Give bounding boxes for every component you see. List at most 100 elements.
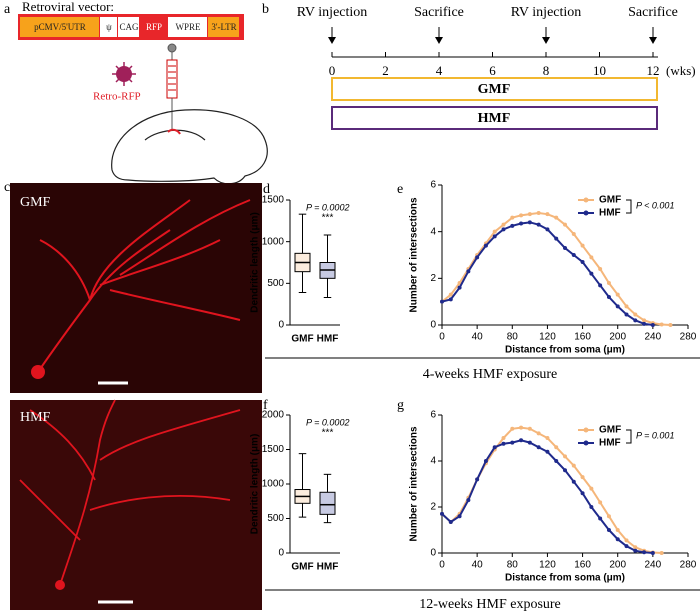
point (571, 253, 576, 257)
point (536, 431, 541, 436)
x-tick-label: 120 (539, 332, 556, 343)
syringe (166, 43, 178, 130)
point (580, 491, 585, 496)
point (615, 292, 620, 297)
exposure-caption: 12-weeks HMF exposure (419, 597, 561, 612)
point (466, 269, 471, 274)
point (598, 283, 603, 288)
point (536, 222, 541, 227)
point (606, 295, 611, 299)
vector-title: Retroviral vector: (22, 0, 114, 14)
legend-label: GMF (599, 425, 621, 436)
arrow-head (649, 37, 657, 44)
x-tick-label: 120 (539, 560, 556, 571)
y-tick-label: 0 (278, 548, 284, 559)
segment-label: ψ (106, 22, 112, 32)
point (475, 255, 480, 260)
y-tick-label: 0 (430, 320, 436, 331)
point (589, 271, 594, 276)
point (527, 440, 532, 445)
point (483, 459, 488, 463)
point (545, 449, 550, 454)
image-label: GMF (20, 195, 51, 210)
y-axis-label: Dendritic length (μm) (250, 212, 261, 313)
x-axis-label: Distance from soma (μm) (505, 345, 625, 356)
x-axis-label: Distance from soma (μm) (505, 573, 625, 584)
x-tick-label: 40 (472, 332, 484, 343)
point (510, 440, 515, 445)
point (527, 220, 532, 225)
tick-label: 12 (647, 63, 660, 78)
segment-label: pCMV/5'UTR (34, 22, 86, 32)
p-value: P < 0.001 (636, 200, 674, 210)
tick-label: 8 (543, 63, 550, 78)
point (633, 312, 638, 317)
vector-segment (100, 17, 117, 37)
point (440, 299, 444, 304)
panel-label: f (263, 398, 268, 413)
point (642, 318, 647, 323)
point (633, 548, 638, 553)
image-label: HMF (20, 410, 51, 425)
legend-marker (583, 210, 589, 216)
vector-segment (140, 17, 167, 37)
point (606, 528, 611, 532)
event-label: Sacrifice (628, 5, 678, 20)
y-tick-label: 1000 (262, 479, 285, 490)
point (457, 285, 462, 290)
tick-label: 6 (489, 63, 496, 78)
arrow-head (542, 37, 550, 44)
y-tick-label: 500 (267, 278, 284, 289)
y-tick-label: 0 (430, 548, 436, 559)
panel-label: d (263, 182, 270, 197)
panel-label: b (262, 2, 269, 17)
point (554, 236, 559, 241)
point (580, 243, 585, 248)
point (668, 323, 673, 327)
point (457, 514, 462, 519)
y-tick-label: 2 (430, 273, 436, 284)
point (527, 426, 532, 431)
point (580, 475, 585, 480)
p-value: P = 0.0002 (306, 202, 349, 212)
vector-map: pCMV/5'UTR ψ CAG RFP WPRE 3'-LTR (18, 14, 244, 40)
point (510, 215, 515, 220)
point (633, 318, 638, 323)
x-tick-label: 280 (680, 332, 697, 343)
p-value: P = 0.001 (636, 430, 674, 440)
y-tick-label: 6 (430, 180, 436, 191)
x-tick-label: 0 (439, 332, 445, 343)
legend-label: HMF (599, 438, 621, 449)
x-tick-label: 280 (680, 560, 697, 571)
legend-label: GMF (599, 195, 621, 206)
virus-label: Retro-RFP (93, 91, 141, 103)
point (554, 445, 559, 450)
p-value: P = 0.0002 (306, 417, 349, 427)
y-axis-label: Number of intersections (409, 426, 420, 541)
point (563, 222, 567, 227)
group-label: HMF (478, 111, 511, 126)
vector-segment (208, 17, 239, 37)
point (492, 229, 497, 234)
point (650, 551, 655, 555)
y-axis-label: Number of intersections (409, 197, 420, 312)
point (519, 425, 524, 430)
point (554, 459, 559, 463)
point (536, 211, 541, 215)
point (448, 292, 453, 297)
point (475, 477, 480, 482)
point (448, 297, 453, 302)
exposure-caption: 4-weeks HMF exposure (423, 367, 558, 382)
point (501, 222, 506, 227)
point (571, 463, 576, 468)
significance: *** (322, 213, 334, 224)
point (589, 505, 594, 509)
x-tick-label: 80 (507, 332, 519, 343)
virus-icon (112, 62, 136, 86)
y-tick-label: 1500 (262, 195, 285, 206)
micrograph (10, 183, 262, 393)
point (519, 221, 524, 226)
point (571, 479, 576, 484)
group-label: GMF (478, 82, 511, 97)
